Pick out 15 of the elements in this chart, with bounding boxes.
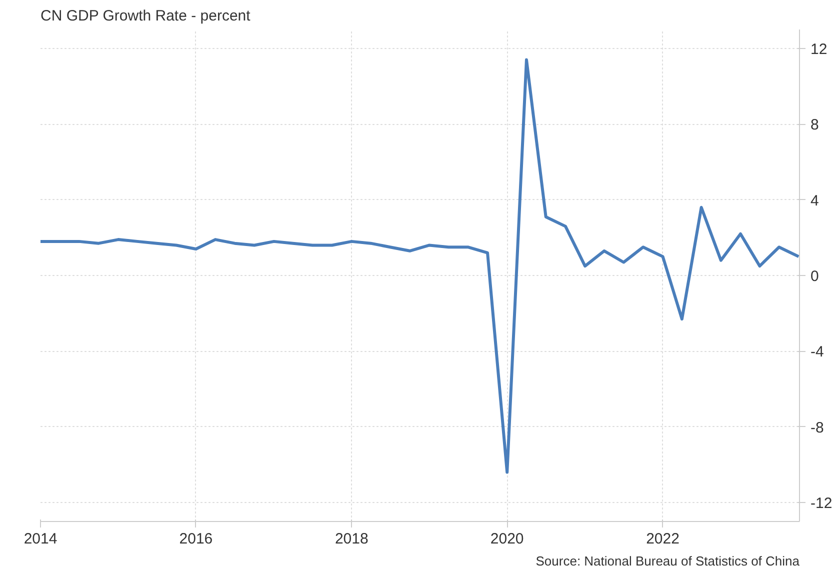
- y-tick-label: 4: [810, 192, 819, 210]
- source-note: Source: National Bureau of Statistics of China: [536, 554, 800, 568]
- y-tick-label: 8: [810, 116, 819, 134]
- y-tick-label: -8: [810, 419, 824, 436]
- y-tick-label: -4: [810, 344, 824, 361]
- y-tick-label: 12: [810, 40, 828, 58]
- x-tick-label: 2020: [490, 530, 524, 548]
- x-tick-label: 2014: [24, 530, 58, 548]
- x-tick-label: 2018: [334, 530, 368, 548]
- line-series: [40, 58, 800, 474]
- x-tick-label: 2016: [179, 530, 213, 548]
- chart-title: CN GDP Growth Rate - percent: [40, 8, 252, 24]
- y-tick-label: 0: [810, 268, 819, 285]
- x-tick-label: 2022: [646, 530, 680, 548]
- y-tick-label: -12: [810, 495, 832, 512]
